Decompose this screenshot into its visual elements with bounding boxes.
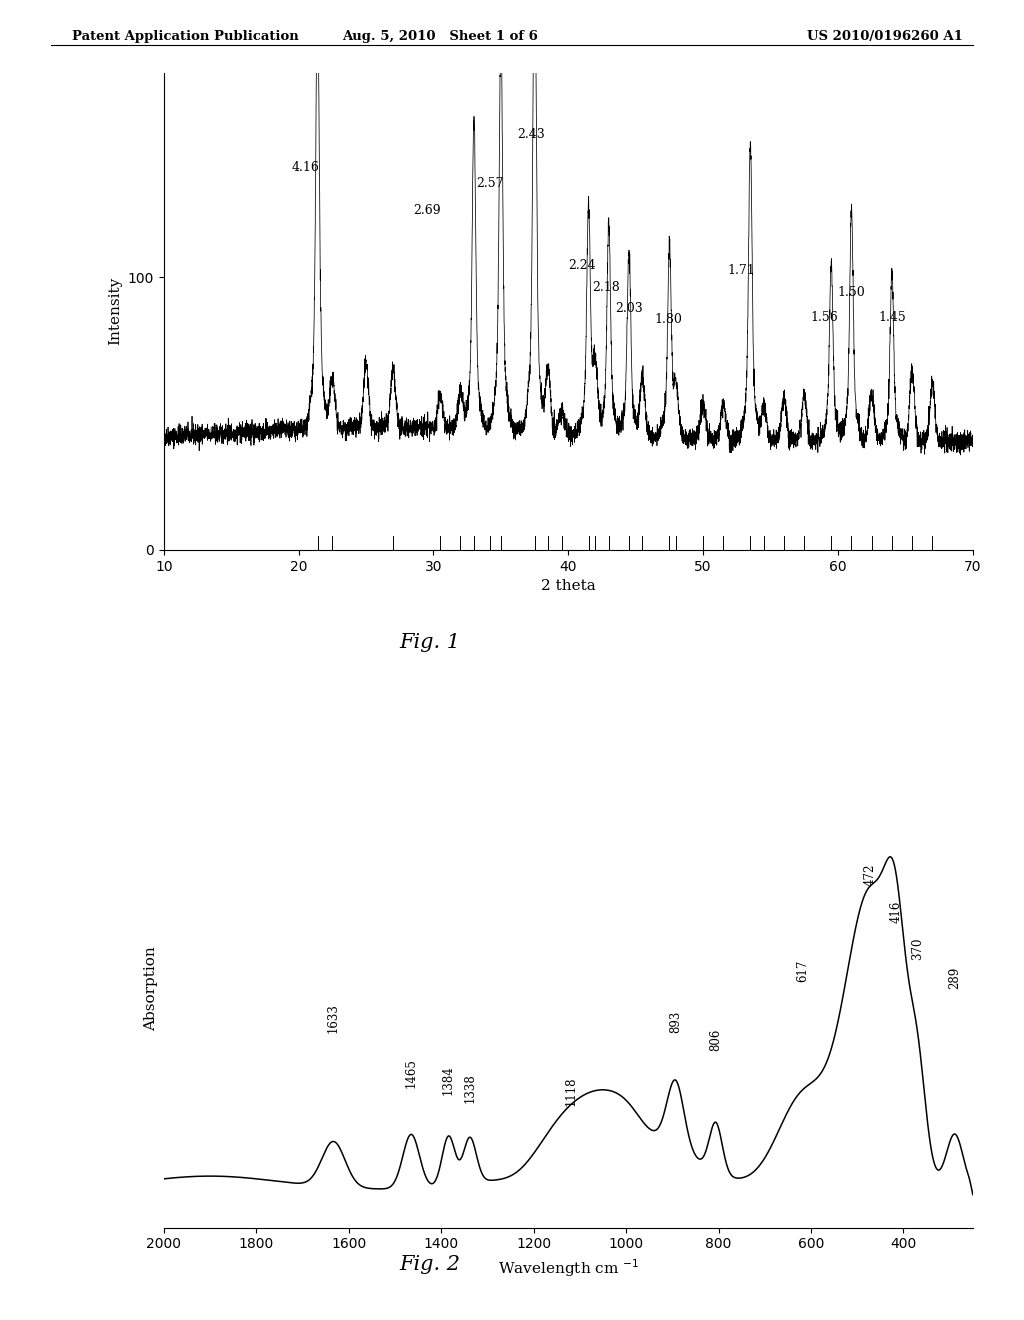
Text: 472: 472 <box>863 863 877 886</box>
Text: 2.69: 2.69 <box>413 205 440 218</box>
Text: 289: 289 <box>948 966 962 989</box>
Text: 2.24: 2.24 <box>568 259 596 272</box>
Text: 2.57: 2.57 <box>476 177 504 190</box>
Text: 416: 416 <box>890 900 902 923</box>
Text: 1633: 1633 <box>327 1003 340 1034</box>
Y-axis label: Absorption: Absorption <box>144 946 159 1031</box>
Text: 2.18: 2.18 <box>592 281 620 293</box>
Text: 1384: 1384 <box>442 1065 455 1096</box>
Text: 4.16: 4.16 <box>292 161 319 173</box>
Text: 806: 806 <box>710 1030 722 1051</box>
Text: 1118: 1118 <box>565 1077 579 1106</box>
Text: 1.45: 1.45 <box>878 310 906 323</box>
X-axis label: 2 theta: 2 theta <box>541 579 596 593</box>
Text: 2.03: 2.03 <box>615 302 643 315</box>
Text: 893: 893 <box>669 1011 682 1034</box>
Text: 370: 370 <box>910 937 924 960</box>
X-axis label: Wavelength cm $^{-1}$: Wavelength cm $^{-1}$ <box>498 1257 639 1279</box>
Text: 1.56: 1.56 <box>811 310 839 323</box>
Text: Fig. 1: Fig. 1 <box>399 634 461 652</box>
Text: 2.43: 2.43 <box>517 128 545 141</box>
Text: US 2010/0196260 A1: US 2010/0196260 A1 <box>807 30 963 44</box>
Text: Fig. 2: Fig. 2 <box>399 1255 461 1274</box>
Text: 1465: 1465 <box>404 1059 418 1088</box>
Text: 1.50: 1.50 <box>838 286 865 298</box>
Text: 1338: 1338 <box>463 1073 476 1102</box>
Y-axis label: Intensity: Intensity <box>109 277 122 346</box>
Text: 1.71: 1.71 <box>727 264 755 277</box>
Text: 617: 617 <box>797 960 810 982</box>
Text: 1.80: 1.80 <box>654 313 682 326</box>
Text: Patent Application Publication: Patent Application Publication <box>72 30 298 44</box>
Text: Aug. 5, 2010   Sheet 1 of 6: Aug. 5, 2010 Sheet 1 of 6 <box>342 30 539 44</box>
